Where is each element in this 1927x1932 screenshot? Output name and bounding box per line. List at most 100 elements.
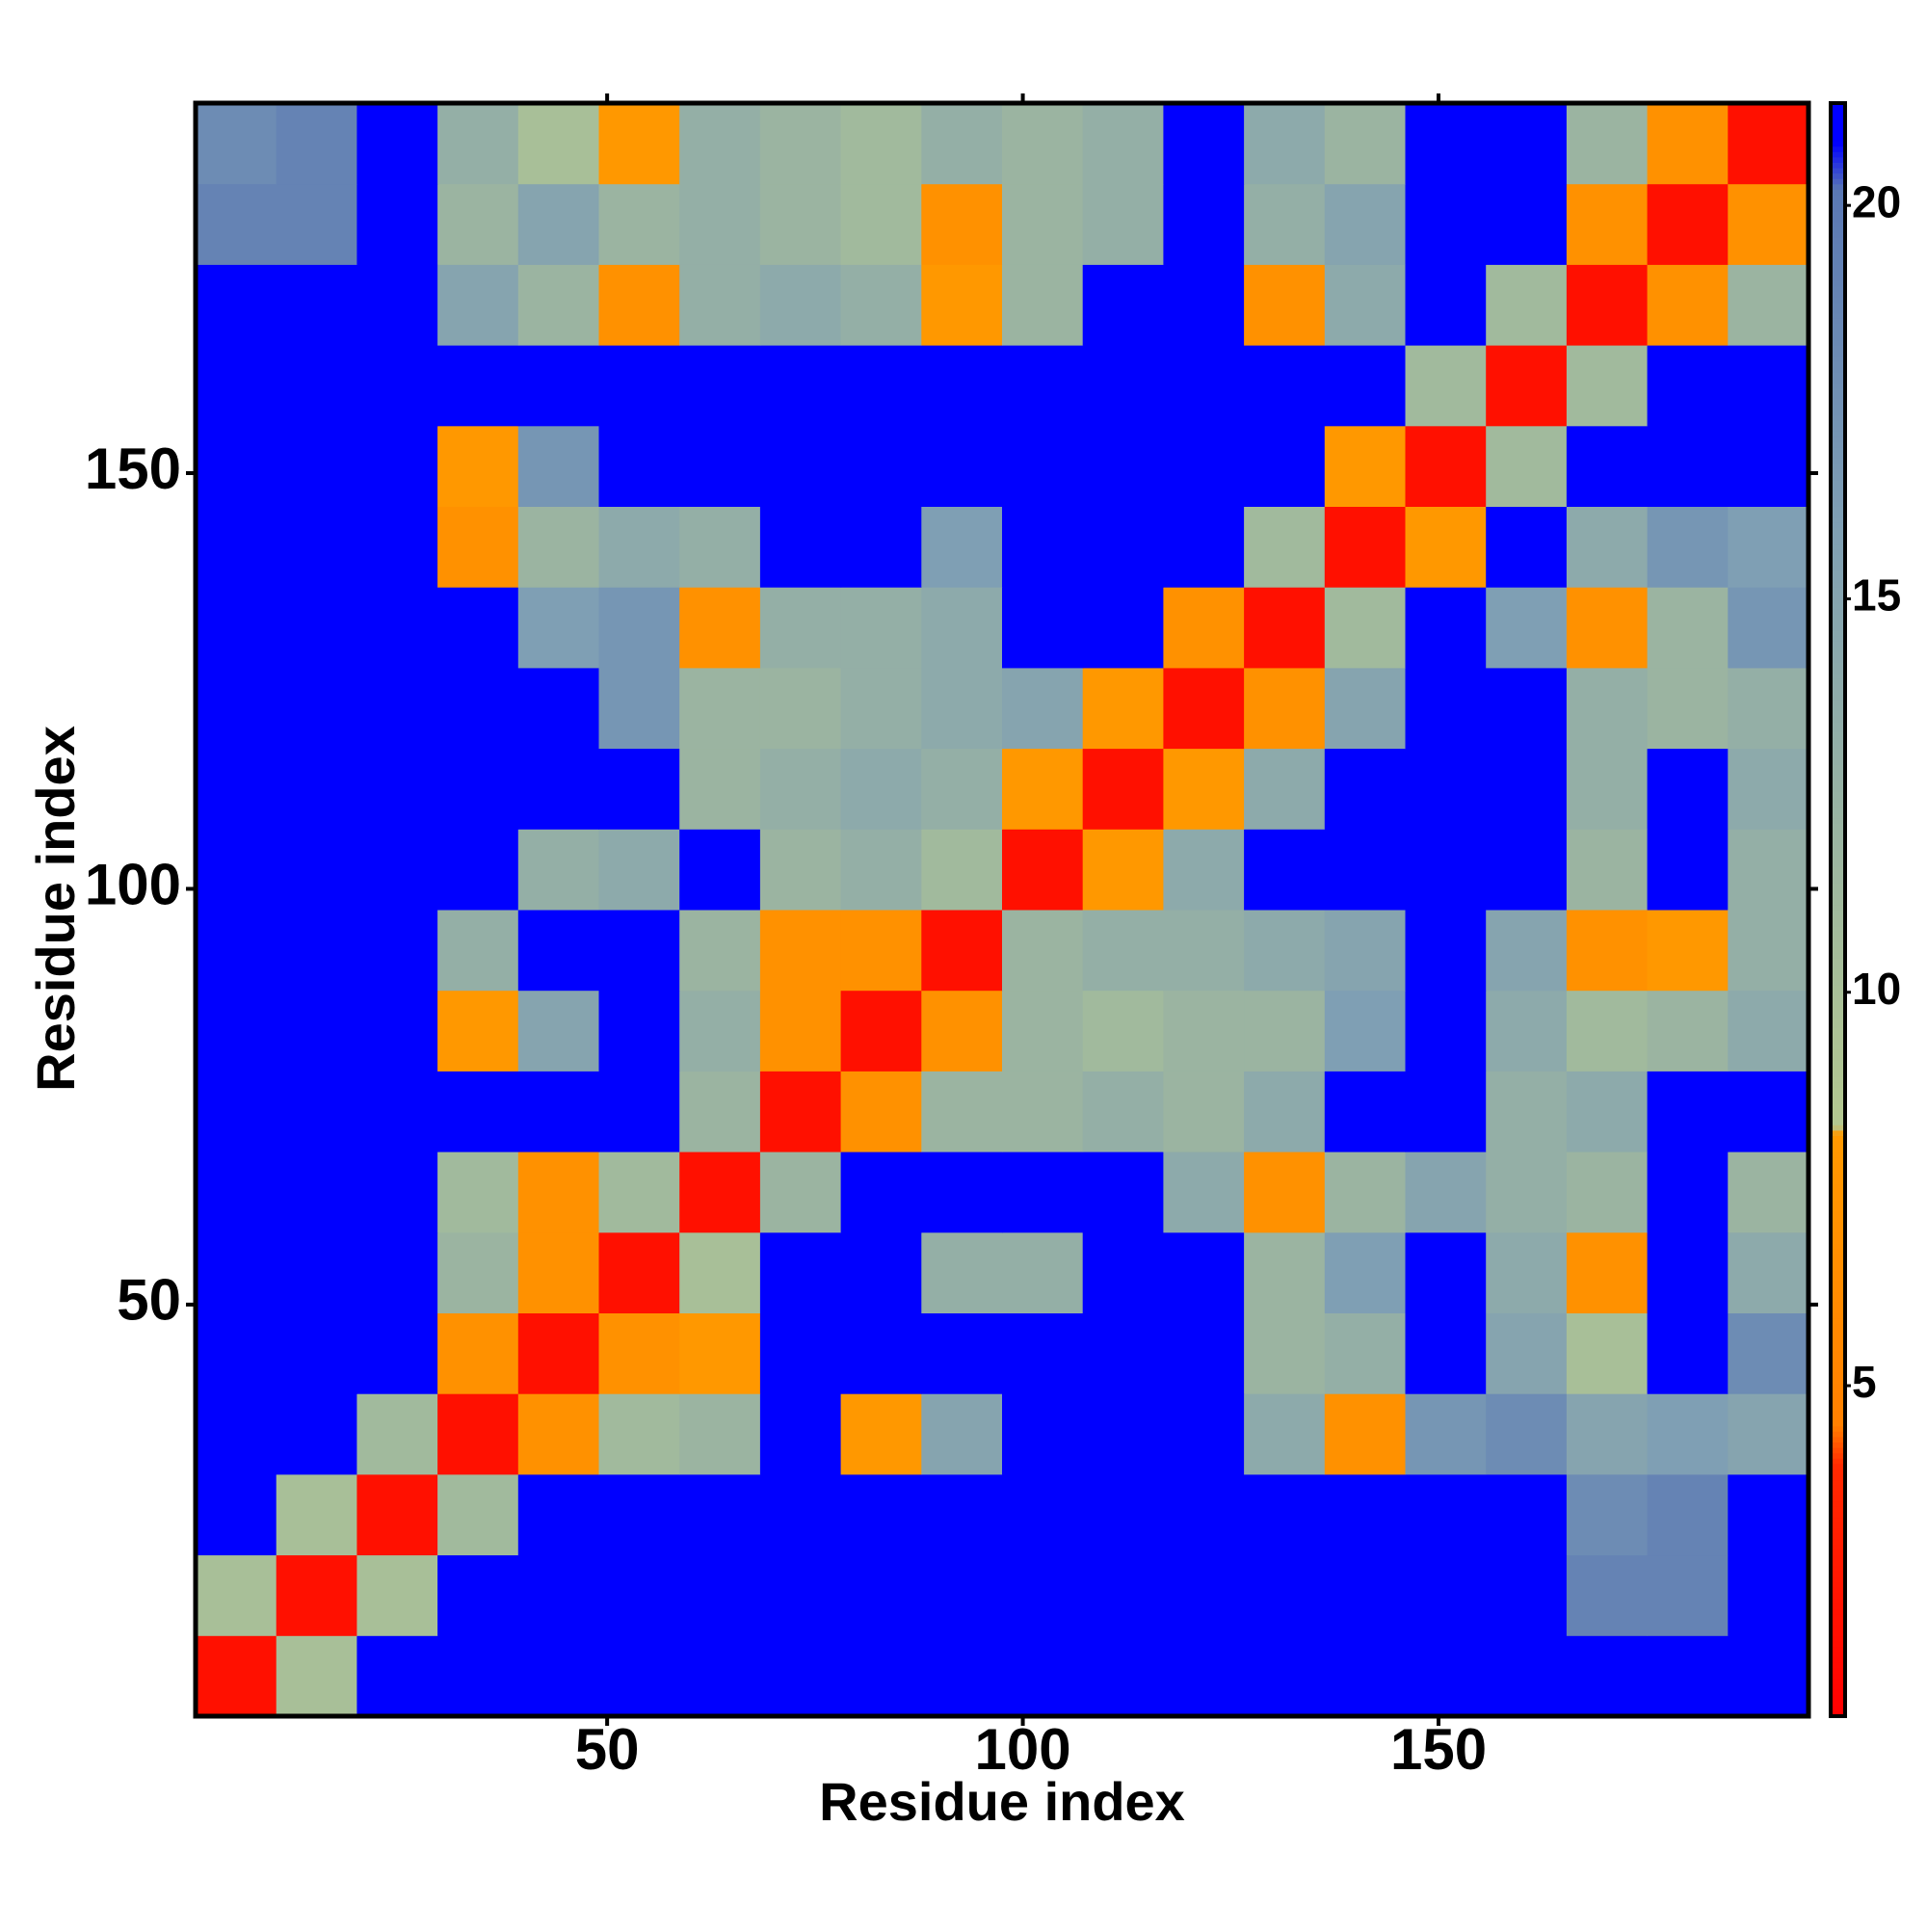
colorbar-segment (1831, 807, 1845, 814)
colorbar-segment (1831, 700, 1845, 706)
colorbar-segment (1831, 1204, 1845, 1212)
colorbar-segment (1831, 581, 1845, 588)
heatmap-cell (1324, 667, 1406, 750)
heatmap-cell (759, 748, 842, 830)
colorbar-segment (1831, 1075, 1845, 1083)
heatmap-cell (1324, 264, 1406, 346)
heatmap-cell (1647, 990, 1729, 1072)
colorbar-segment (1831, 1560, 1845, 1567)
colorbar-segment (1831, 1291, 1845, 1298)
heatmap-cell (1082, 345, 1164, 427)
heatmap-cell (437, 1151, 519, 1233)
heatmap-cell (1566, 990, 1649, 1072)
colorbar-segment (1831, 1377, 1845, 1384)
colorbar-segment (1831, 1189, 1845, 1196)
heatmap-cell (1405, 506, 1487, 588)
heatmap-cell (921, 183, 1003, 265)
colorbar-segment (1831, 1102, 1845, 1110)
heatmap-cell (356, 425, 438, 507)
colorbar-segment (1831, 1248, 1845, 1255)
heatmap-cell (840, 1473, 922, 1556)
colorbar-segment (1831, 979, 1845, 986)
colorbar-segment (1831, 199, 1845, 206)
colorbar-segment (1831, 1469, 1845, 1475)
heatmap-cell (679, 667, 761, 750)
colorbar-segment (1831, 764, 1845, 771)
heatmap-cell (276, 667, 357, 750)
colorbar-segment (1831, 312, 1845, 319)
heatmap-cell (196, 264, 277, 346)
colorbar-segment (1831, 372, 1845, 379)
heatmap-cell (759, 425, 842, 507)
colorbar-segment (1831, 1129, 1845, 1136)
heatmap-cell (759, 183, 842, 265)
heatmap-cell (276, 1393, 357, 1475)
colorbar-segment (1831, 871, 1845, 879)
heatmap-cell (1566, 264, 1649, 346)
heatmap-cell (921, 1393, 1003, 1475)
colorbar-segment (1831, 1673, 1845, 1680)
colorbar-segment (1831, 237, 1845, 244)
colorbar-segment (1831, 1409, 1845, 1416)
colorbar-segment (1831, 243, 1845, 250)
colorbar-segment (1831, 425, 1845, 432)
heatmap-cell (679, 748, 761, 830)
colorbar-segment (1831, 914, 1845, 921)
colorbar-segment (1831, 1135, 1845, 1142)
colorbar-segment (1831, 1119, 1845, 1125)
heatmap-cell (196, 990, 277, 1072)
colorbar-segment (1831, 947, 1845, 954)
colorbar-segment (1831, 850, 1845, 857)
heatmap-cell (356, 587, 438, 669)
heatmap-cell (276, 1554, 357, 1636)
colorbar-segment (1831, 1506, 1845, 1513)
heatmap-cell (840, 1393, 922, 1475)
heatmap-cell (1082, 1473, 1164, 1556)
heatmap-cell (1002, 587, 1084, 669)
colorbar-segment (1831, 1533, 1845, 1540)
colorbar-segment (1831, 441, 1845, 448)
heatmap-cell (1405, 1312, 1487, 1394)
heatmap-cell (437, 587, 519, 669)
heatmap-cell (1486, 183, 1568, 265)
colorbar-segment (1831, 387, 1845, 394)
heatmap-cell (1566, 1312, 1649, 1394)
colorbar-segment (1831, 1237, 1845, 1244)
heatmap-cell (1163, 587, 1245, 669)
colorbar-segment (1831, 500, 1845, 508)
colorbar-segment (1831, 146, 1845, 152)
colorbar-segment (1831, 129, 1845, 137)
colorbar-segment (1831, 1087, 1845, 1094)
heatmap-cell (598, 1151, 680, 1233)
heatmap-cell (679, 1554, 761, 1636)
heatmap-cell (276, 1312, 357, 1394)
heatmap-cell (921, 748, 1003, 830)
heatmap-cell (598, 345, 680, 427)
heatmap-cell (1486, 1312, 1568, 1394)
heatmap-cell (1486, 910, 1568, 992)
heatmap-cell (1244, 1393, 1326, 1475)
colorbar-segment (1831, 307, 1845, 314)
heatmap-cell (1647, 748, 1729, 830)
heatmap-cell (196, 425, 277, 507)
colorbar-segment (1831, 1388, 1845, 1394)
heatmap-cell (1647, 667, 1729, 750)
colorbar-segment (1831, 1173, 1845, 1179)
colorbar-segment (1831, 781, 1845, 787)
colorbar-segment (1831, 1522, 1845, 1529)
heatmap-cell (356, 990, 438, 1072)
heatmap-cell (1647, 1231, 1729, 1313)
heatmap-cell (1163, 1151, 1245, 1233)
heatmap-cell (1647, 910, 1729, 992)
heatmap-cell (1486, 748, 1568, 830)
heatmap-cell (356, 264, 438, 346)
colorbar-segment (1831, 1242, 1845, 1250)
heatmap-cell (1566, 1231, 1649, 1313)
heatmap-cell (1728, 748, 1809, 830)
heatmap-cell (1163, 829, 1245, 911)
heatmap-cell (356, 1312, 438, 1394)
heatmap-cell (1002, 1473, 1084, 1556)
heatmap-cell (679, 103, 761, 185)
colorbar-segment (1831, 1146, 1845, 1152)
colorbar-segment (1831, 973, 1845, 981)
